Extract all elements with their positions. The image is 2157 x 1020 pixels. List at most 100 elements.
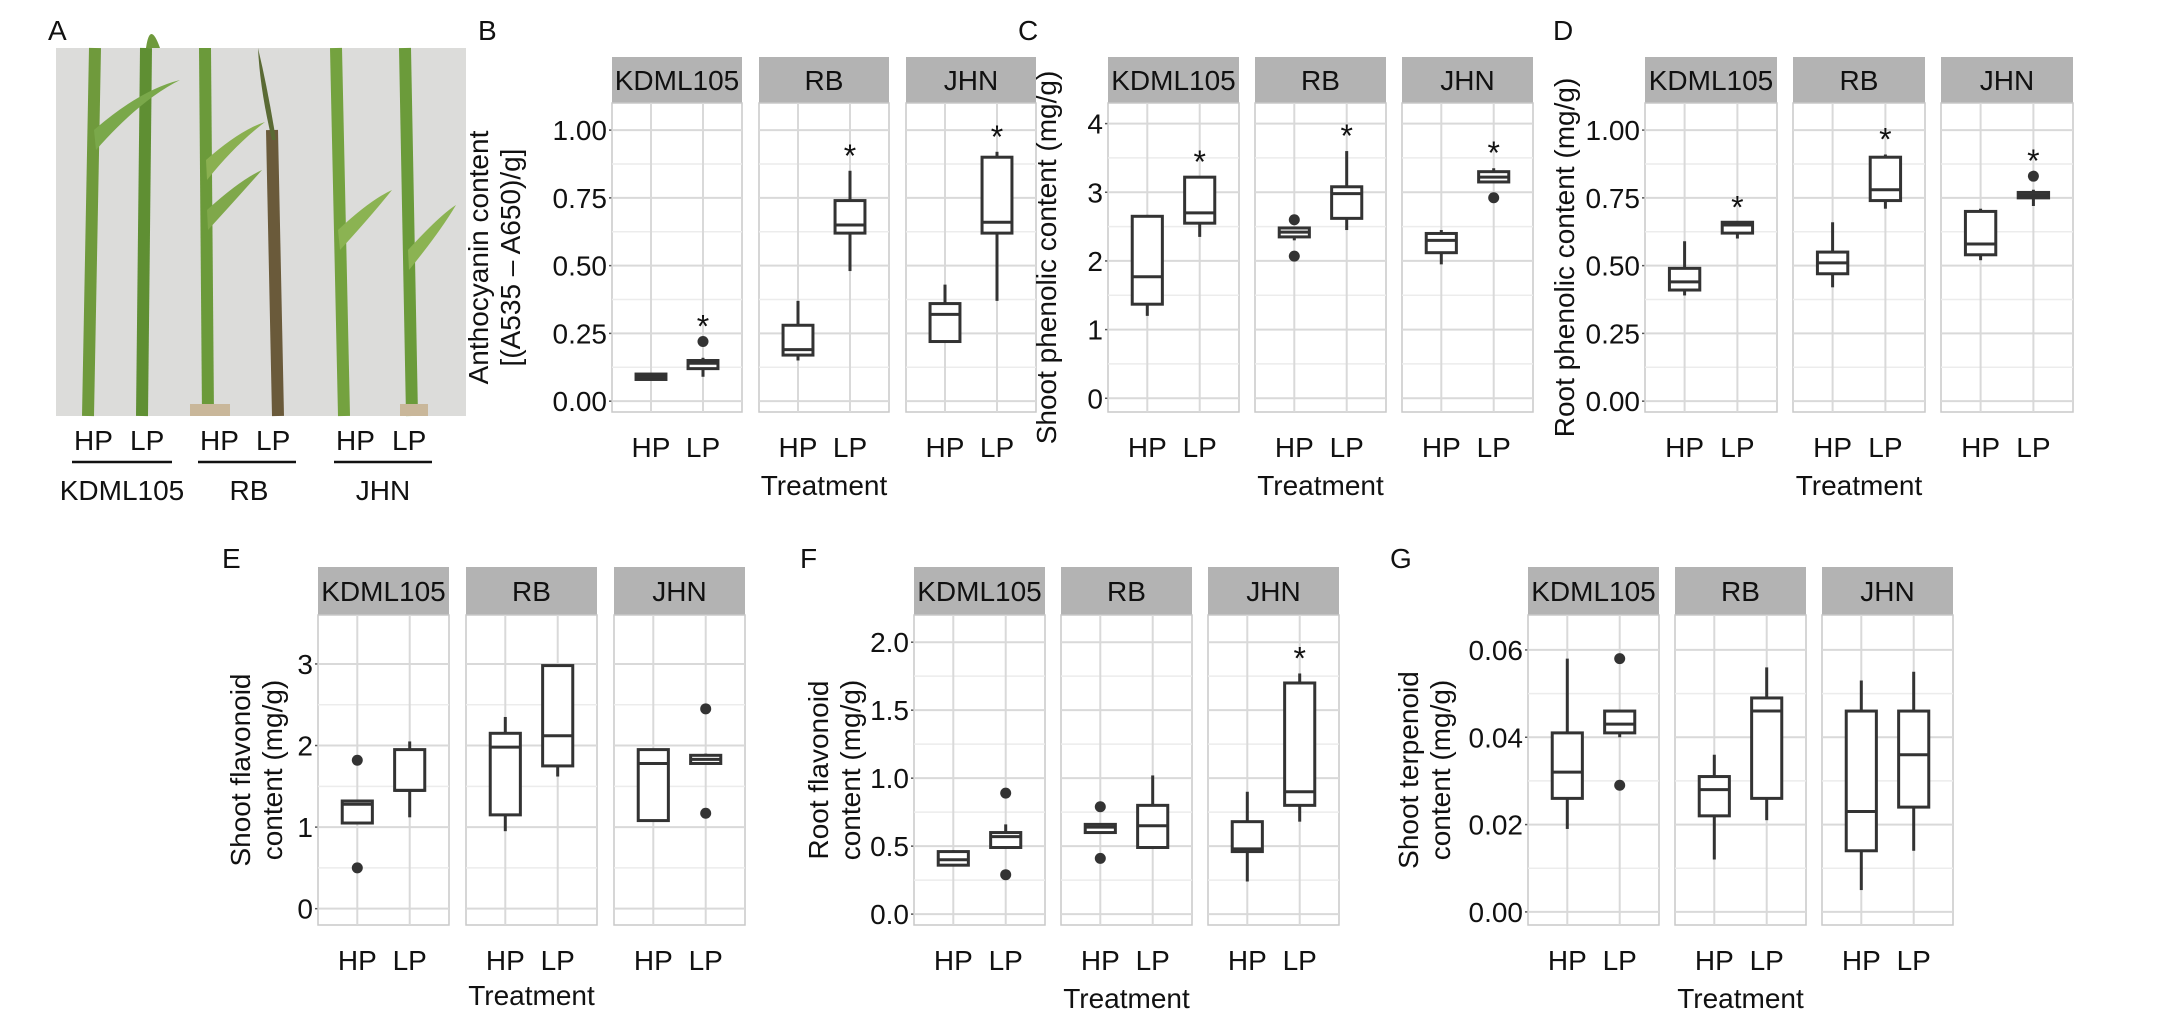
facet-label: JHN	[1440, 65, 1494, 96]
outlier-point	[700, 807, 712, 819]
facet-plot-area	[1060, 614, 1193, 926]
y-tick-label: 1.0	[870, 763, 909, 794]
facet-label: RB	[1721, 576, 1760, 607]
y-axis-title: content (mg/g)	[835, 680, 866, 861]
x-tick-label: LP	[1750, 945, 1784, 976]
outlier-point	[1614, 779, 1626, 791]
box-iqr	[980, 155, 1014, 235]
x-axis-title: Treatment	[1257, 470, 1384, 501]
outlier-point	[351, 862, 363, 874]
panel-letter-a: A	[48, 15, 67, 46]
x-axis-title: Treatment	[1063, 983, 1190, 1014]
leaf	[206, 122, 265, 180]
facet-label: KDML105	[1531, 576, 1656, 607]
x-tick-label: LP	[393, 945, 427, 976]
box-iqr	[1424, 231, 1458, 255]
photo-cultivar-rb: RB	[230, 475, 269, 506]
y-axis-title: Anthocyanin content	[463, 130, 494, 384]
y-tick-label: 0.5	[870, 831, 909, 862]
y-tick-label: 0.04	[1469, 722, 1524, 753]
facet-plot-area	[1527, 614, 1660, 926]
box-iqr	[1697, 775, 1731, 818]
facet-strip	[1255, 57, 1386, 103]
facet-label: RB	[1301, 65, 1340, 96]
facet-strip	[318, 567, 449, 615]
x-tick-label: LP	[1330, 432, 1364, 463]
facet-plot-area	[1821, 614, 1954, 926]
y-axis-title: [(A535 – A650)/g]	[495, 149, 526, 367]
x-tick-label: HP	[486, 945, 525, 976]
facet-label: KDML105	[321, 576, 446, 607]
leaf	[207, 170, 262, 230]
box-iqr	[393, 748, 427, 792]
y-tick-label: 1	[1087, 315, 1103, 346]
y-axis-title: Shoot phenolic content (mg/g)	[1031, 71, 1062, 445]
y-tick-label: 0.75	[1586, 183, 1641, 214]
x-tick-label: LP	[689, 945, 723, 976]
y-tick-label: 2.0	[870, 627, 909, 658]
photo-label-lp: LP	[130, 425, 164, 456]
box-iqr	[1844, 709, 1878, 853]
leaf	[258, 48, 276, 140]
x-tick-label: LP	[1897, 945, 1931, 976]
y-tick-label: 0.50	[1586, 251, 1641, 282]
x-tick-label: LP	[833, 432, 867, 463]
photo-cultivar-kdml105: KDML105	[60, 475, 185, 506]
facet-plot-area	[1792, 102, 1926, 413]
y-axis-title: Root phenolic content (mg/g)	[1549, 78, 1580, 438]
outlier-point	[2027, 170, 2039, 182]
x-axis-title: Treatment	[1796, 470, 1923, 501]
outlier-point	[351, 754, 363, 766]
x-tick-label: HP	[1548, 945, 1587, 976]
x-tick-label: LP	[989, 945, 1023, 976]
outlier-point	[1094, 801, 1106, 813]
box-iqr	[1230, 820, 1264, 854]
photo-label-hp: HP	[336, 425, 375, 456]
panel-letter: G	[1390, 543, 1412, 574]
box-iqr	[1603, 709, 1637, 735]
facet-plot-area	[611, 102, 743, 413]
facet-plot-area	[317, 614, 450, 926]
x-tick-label: HP	[926, 432, 965, 463]
stem-rb-lp	[266, 129, 284, 417]
panel-letter: F	[800, 543, 817, 574]
y-axis-title: Shoot flavonoid	[225, 673, 256, 866]
box-iqr	[1667, 266, 1702, 292]
stem-kdml105-lp	[136, 47, 152, 417]
y-tick-label: 0.0	[870, 899, 909, 930]
x-tick-label: HP	[1665, 432, 1704, 463]
facet-strip	[1208, 567, 1339, 615]
leaf	[146, 34, 160, 48]
box-iqr	[1283, 681, 1317, 807]
x-tick-label: LP	[1603, 945, 1637, 976]
facet-plot-area	[1401, 102, 1534, 413]
panel-f: F Root flavonoid content (mg/g) 0.0 0.5 1.0 1.…	[800, 543, 1340, 1014]
facet-strip	[1793, 57, 1925, 103]
outlier-point	[1000, 869, 1012, 881]
facet-label: KDML105	[1111, 65, 1236, 96]
root-base	[400, 404, 428, 416]
outlier-point	[1288, 214, 1300, 226]
outlier-point	[1288, 250, 1300, 262]
x-tick-label: LP	[1868, 432, 1902, 463]
x-tick-label: HP	[632, 432, 671, 463]
x-tick-label: LP	[541, 945, 575, 976]
box-iqr	[1750, 696, 1784, 800]
facet-strip	[914, 567, 1045, 615]
box-iqr	[1183, 175, 1217, 225]
facet-plot-area	[913, 614, 1046, 926]
x-tick-label: HP	[1228, 945, 1267, 976]
x-axis-title: Treatment	[468, 980, 595, 1011]
panel-letter: D	[1553, 15, 1573, 46]
photo-label-hp: HP	[200, 425, 239, 456]
leaf	[408, 205, 456, 270]
seedling-photo	[56, 34, 466, 417]
y-tick-label: 0.75	[553, 183, 608, 214]
leaf	[338, 190, 392, 250]
y-axis-title: content (mg/g)	[257, 680, 288, 861]
significance-mark: *	[991, 119, 1003, 155]
stem-rb-hp	[199, 47, 214, 417]
photo-label-lp: LP	[392, 425, 426, 456]
facet-label: JHN	[652, 576, 706, 607]
